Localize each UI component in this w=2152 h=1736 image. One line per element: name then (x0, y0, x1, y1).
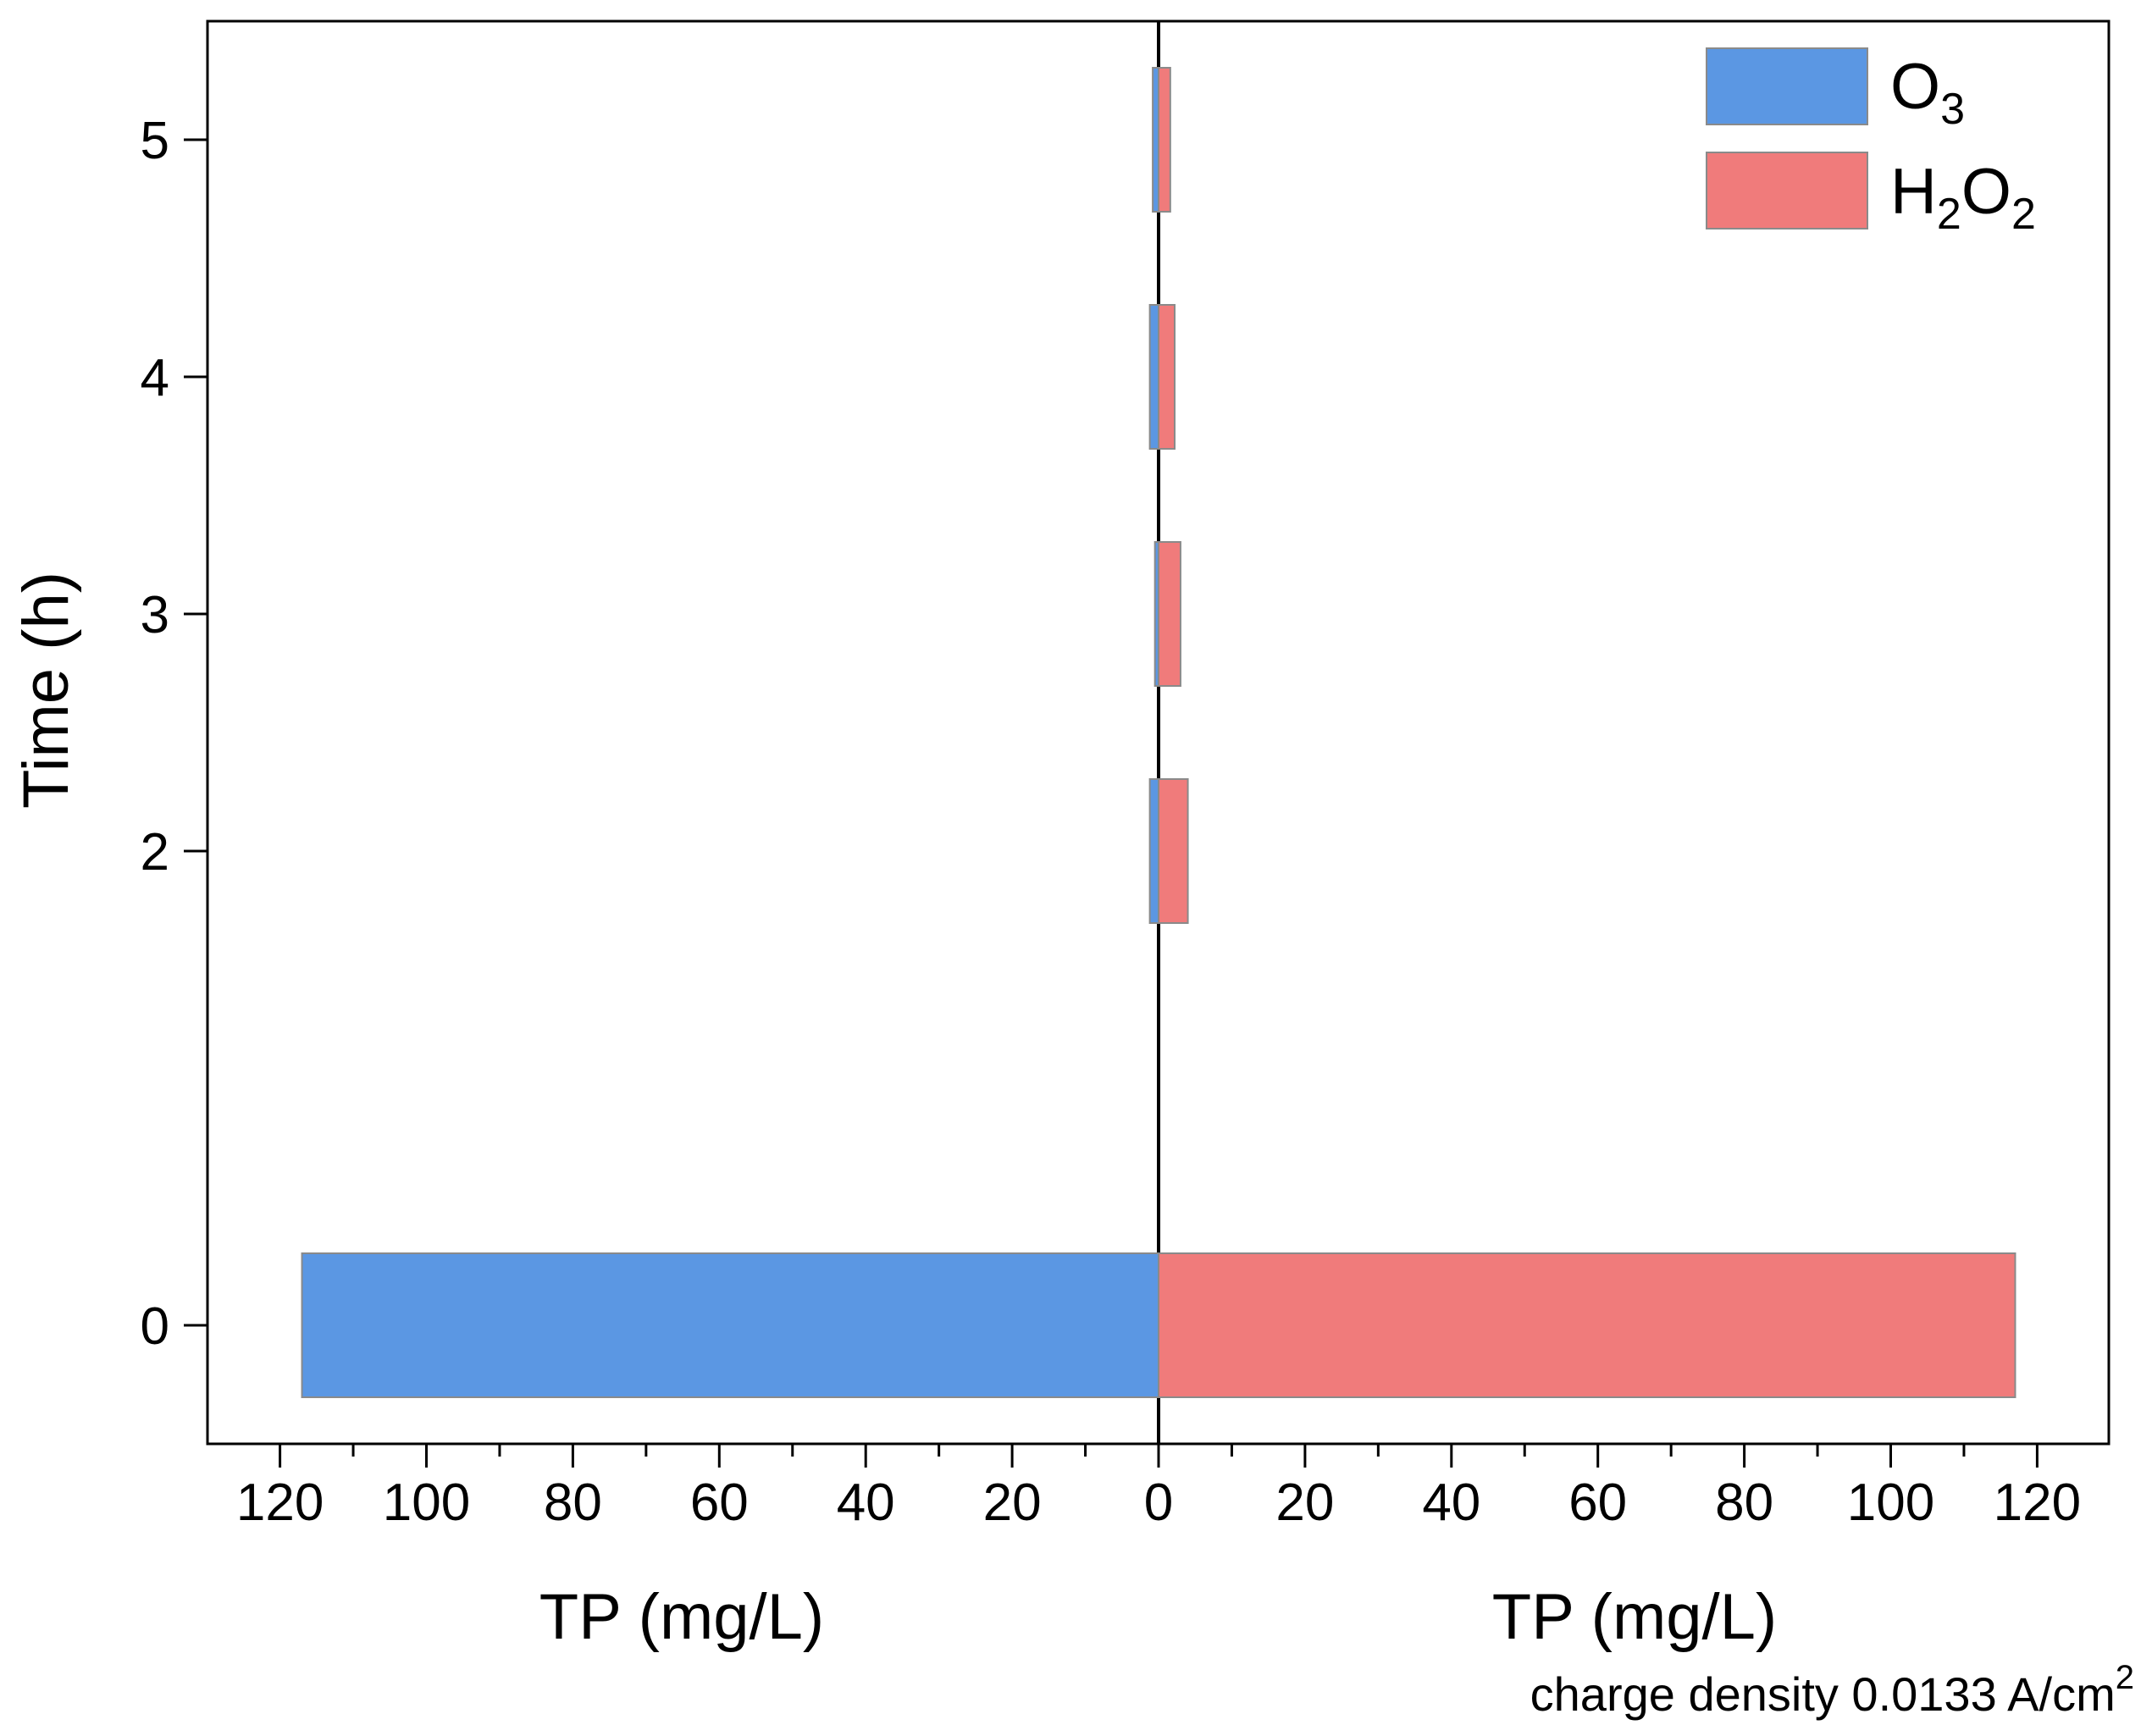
legend-label-o3-sub: 3 (1940, 85, 1965, 134)
y-tick-label: 2 (141, 823, 169, 882)
y-axis-ticks: 0 2 3 4 5 (141, 112, 207, 1356)
x-axis-title-left: TP (mg/L) (539, 1581, 824, 1653)
bar-o3-t0 (301, 1252, 1160, 1398)
bar-h2o2-t2 (1158, 778, 1189, 924)
legend-label-o3: O3 (1890, 51, 1965, 134)
bar-o3-t2 (1148, 778, 1159, 924)
x-tick-label-right: 20 (1275, 1473, 1334, 1532)
y-tick-label: 3 (141, 586, 169, 644)
x-tick-label-left: 100 (383, 1473, 470, 1532)
bar-h2o2-t0 (1158, 1252, 2016, 1398)
bar-o3-t4 (1148, 304, 1159, 450)
bar-h2o2-t5 (1158, 67, 1171, 213)
x-tick-label-left: 0 (1144, 1473, 1173, 1532)
y-tick-label: 5 (141, 112, 169, 170)
x-tick-label-left: 120 (236, 1473, 324, 1532)
x-tick-label-right: 120 (1994, 1473, 2081, 1532)
x-tick-label-right: 60 (1568, 1473, 1627, 1532)
charge-density-annotation: charge density 0.0133 A/cm2 (1530, 1659, 2134, 1721)
y-tick-label: 4 (141, 349, 169, 407)
x-tick-label-right: 100 (1847, 1473, 1934, 1532)
bar-h2o2-t3 (1158, 541, 1181, 687)
x-tick-label-right: 80 (1715, 1473, 1773, 1532)
x-tick-label-left: 20 (983, 1473, 1042, 1532)
legend-label-h2o2: H2O2 (1890, 156, 2036, 239)
x-tick-label-left: 60 (690, 1473, 749, 1532)
o3-bars (301, 67, 1160, 1398)
x-tick-label-left: 40 (837, 1473, 895, 1532)
x-axis-title-right: TP (mg/L) (1492, 1581, 1777, 1653)
y-tick-label: 0 (141, 1297, 169, 1356)
bar-o3-t5 (1152, 67, 1159, 213)
x-tick-label-right: 40 (1422, 1473, 1480, 1532)
legend-swatch-h2o2 (1706, 152, 1868, 229)
x-axis-ticks: 120 100 80 60 40 20 0 20 40 60 80 100 120 (236, 1444, 2081, 1532)
legend-swatch-o3 (1706, 47, 1868, 125)
y-axis-title: Time (h) (10, 572, 82, 809)
h2o2-bars (1158, 67, 2016, 1398)
x-tick-label-left: 80 (544, 1473, 602, 1532)
legend: O3 H2O2 (1706, 47, 2036, 239)
bar-h2o2-t4 (1158, 304, 1176, 450)
